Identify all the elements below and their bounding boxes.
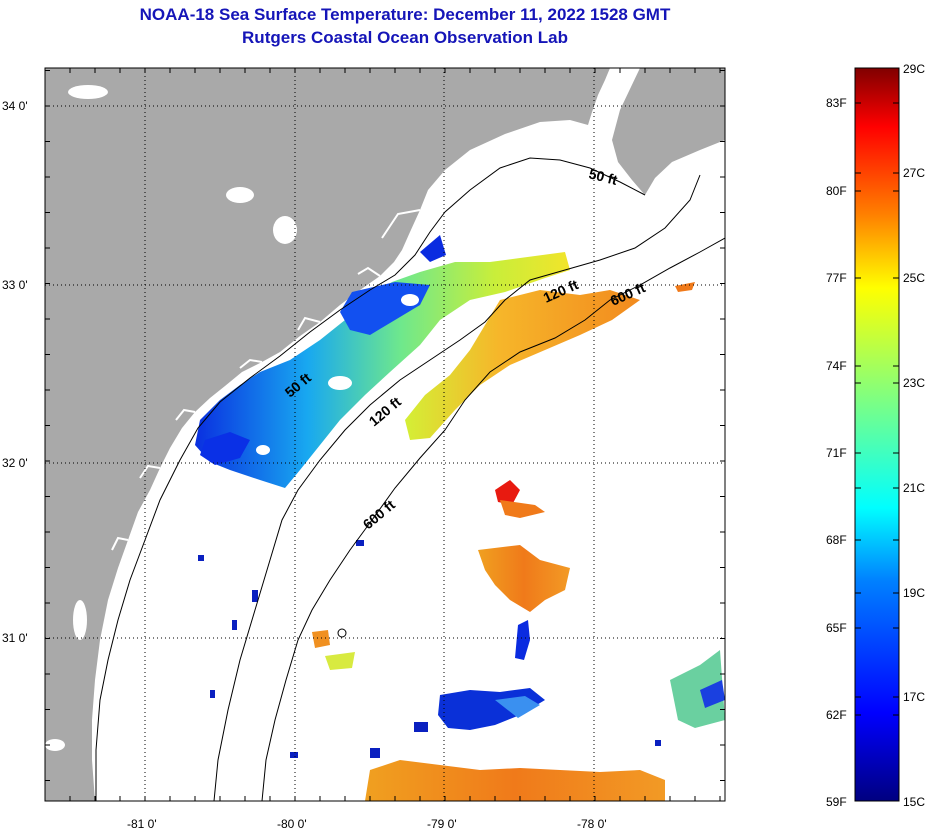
contour-label-50ft: 50 ft [587, 165, 619, 188]
lon-label-81: -81 0' [127, 817, 157, 831]
sst-scatter [198, 540, 661, 758]
sst-warm-ring [500, 500, 545, 518]
cb-c-19: 19C [903, 586, 926, 600]
sst-red-spot [495, 480, 520, 505]
lon-label-79: -79 0' [427, 817, 457, 831]
map-frame [44, 67, 726, 802]
lat-label-31: 31 0' [2, 631, 28, 645]
cb-c-25: 25C [903, 271, 926, 285]
cb-f-65: 65F [826, 621, 847, 635]
cb-c-29: 29C [903, 62, 926, 76]
map-subtitle: Rutgers Coastal Ocean Observation Lab [242, 28, 568, 47]
lat-label-33: 33 0' [2, 278, 28, 292]
cb-f-59: 59F [826, 795, 847, 809]
sst-mid-blue [515, 620, 530, 660]
cb-c-15: 15C [903, 795, 926, 809]
cb-c-21: 21C [903, 481, 926, 495]
cb-c-17: 17C [903, 690, 926, 704]
sst-south-cyan [495, 696, 540, 718]
contour-120ft [213, 174, 701, 801]
sst-small-warm-2 [325, 652, 355, 670]
cb-c-23: 23C [903, 376, 926, 390]
cb-f-83: 83F [826, 96, 847, 110]
sst-nearshore [195, 252, 570, 488]
axis-ticks [44, 68, 725, 801]
land-mass [45, 68, 610, 801]
land-mass-ne [612, 68, 725, 195]
sst-mid-warm [478, 545, 570, 612]
lat-label-34: 34 0' [2, 99, 28, 113]
lon-label-78: -78 0' [577, 817, 607, 831]
map-title: NOAA-18 Sea Surface Temperature: Decembe… [139, 5, 671, 24]
cb-f-74: 74F [826, 359, 847, 373]
gridlines [45, 68, 725, 801]
sst-se-blue [700, 680, 725, 708]
lat-label-32: 32 0' [2, 456, 28, 470]
sst-se-patch [670, 650, 725, 728]
lon-label-80: -80 0' [277, 817, 307, 831]
cb-f-77: 77F [826, 271, 847, 285]
contour-600ft [261, 237, 725, 801]
cb-c-27: 27C [903, 166, 926, 180]
cb-f-80: 80F [826, 184, 847, 198]
colorbar-gradient [854, 67, 900, 802]
contour-50ft [95, 157, 646, 801]
cb-f-62: 62F [826, 708, 847, 722]
cb-f-71: 71F [826, 446, 847, 460]
sst-south-warm [365, 760, 665, 801]
sst-coastal-cold [420, 235, 446, 262]
cb-f-68: 68F [826, 533, 847, 547]
sst-small-warm [312, 630, 330, 648]
coastline-inlets [111, 209, 421, 551]
sst-shelf-warm [405, 290, 640, 440]
sst-cold-band-2 [200, 432, 250, 465]
